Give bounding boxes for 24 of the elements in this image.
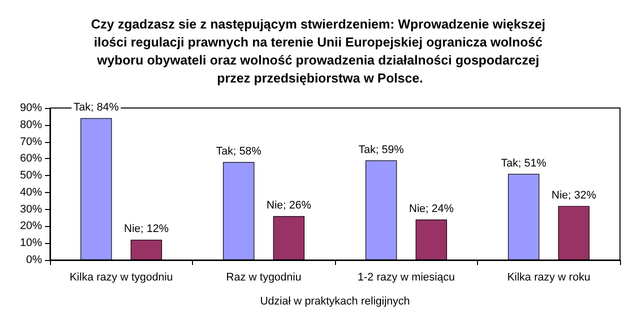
data-label: Nie; 26% bbox=[266, 200, 312, 212]
y-tick-label: 90% bbox=[20, 102, 42, 114]
x-tick-label: Kilka razy w roku bbox=[507, 272, 590, 284]
y-tick-label: 80% bbox=[20, 118, 42, 131]
x-axis-title: Udział w praktykach religijnych bbox=[260, 296, 410, 308]
x-tick-label: Kilka razy w tygodniu bbox=[70, 272, 173, 284]
y-tick-label: 30% bbox=[20, 203, 42, 216]
x-tick-label: 1-2 razy w miesiącu bbox=[358, 272, 455, 284]
chart-title: Czy zgadzasz sie z następującym stwierdzeniem: Wprowadzenie większej ilości regulacji prawnych na terenie Unii Europejskiej ogranicza wolność wyboru obywateli oraz wolność prowadzenia działalności gospodarczej przez przedsiębiorstwa w Polsce. bbox=[90, 16, 550, 86]
y-tick-label: 0% bbox=[26, 254, 42, 266]
y-tick-label: 20% bbox=[20, 220, 42, 232]
data-label: Tak; 84% bbox=[74, 102, 120, 114]
y-tick-label: 40% bbox=[20, 186, 42, 198]
y-tick-label: 60% bbox=[20, 152, 42, 165]
data-label: Tak; 58% bbox=[216, 146, 262, 158]
data-label: Tak; 51% bbox=[501, 157, 547, 170]
data-label: Nie; 32% bbox=[552, 189, 596, 202]
data-label: Nie; 12% bbox=[124, 223, 169, 236]
y-tick-label: 50% bbox=[20, 170, 42, 182]
y-tick-label: 10% bbox=[20, 237, 42, 250]
data-label: Nie; 24% bbox=[409, 202, 454, 215]
y-tick-label: 70% bbox=[20, 136, 42, 148]
x-tick-label: Raz w tygodniu bbox=[226, 272, 302, 284]
data-label: Tak; 59% bbox=[358, 144, 404, 156]
